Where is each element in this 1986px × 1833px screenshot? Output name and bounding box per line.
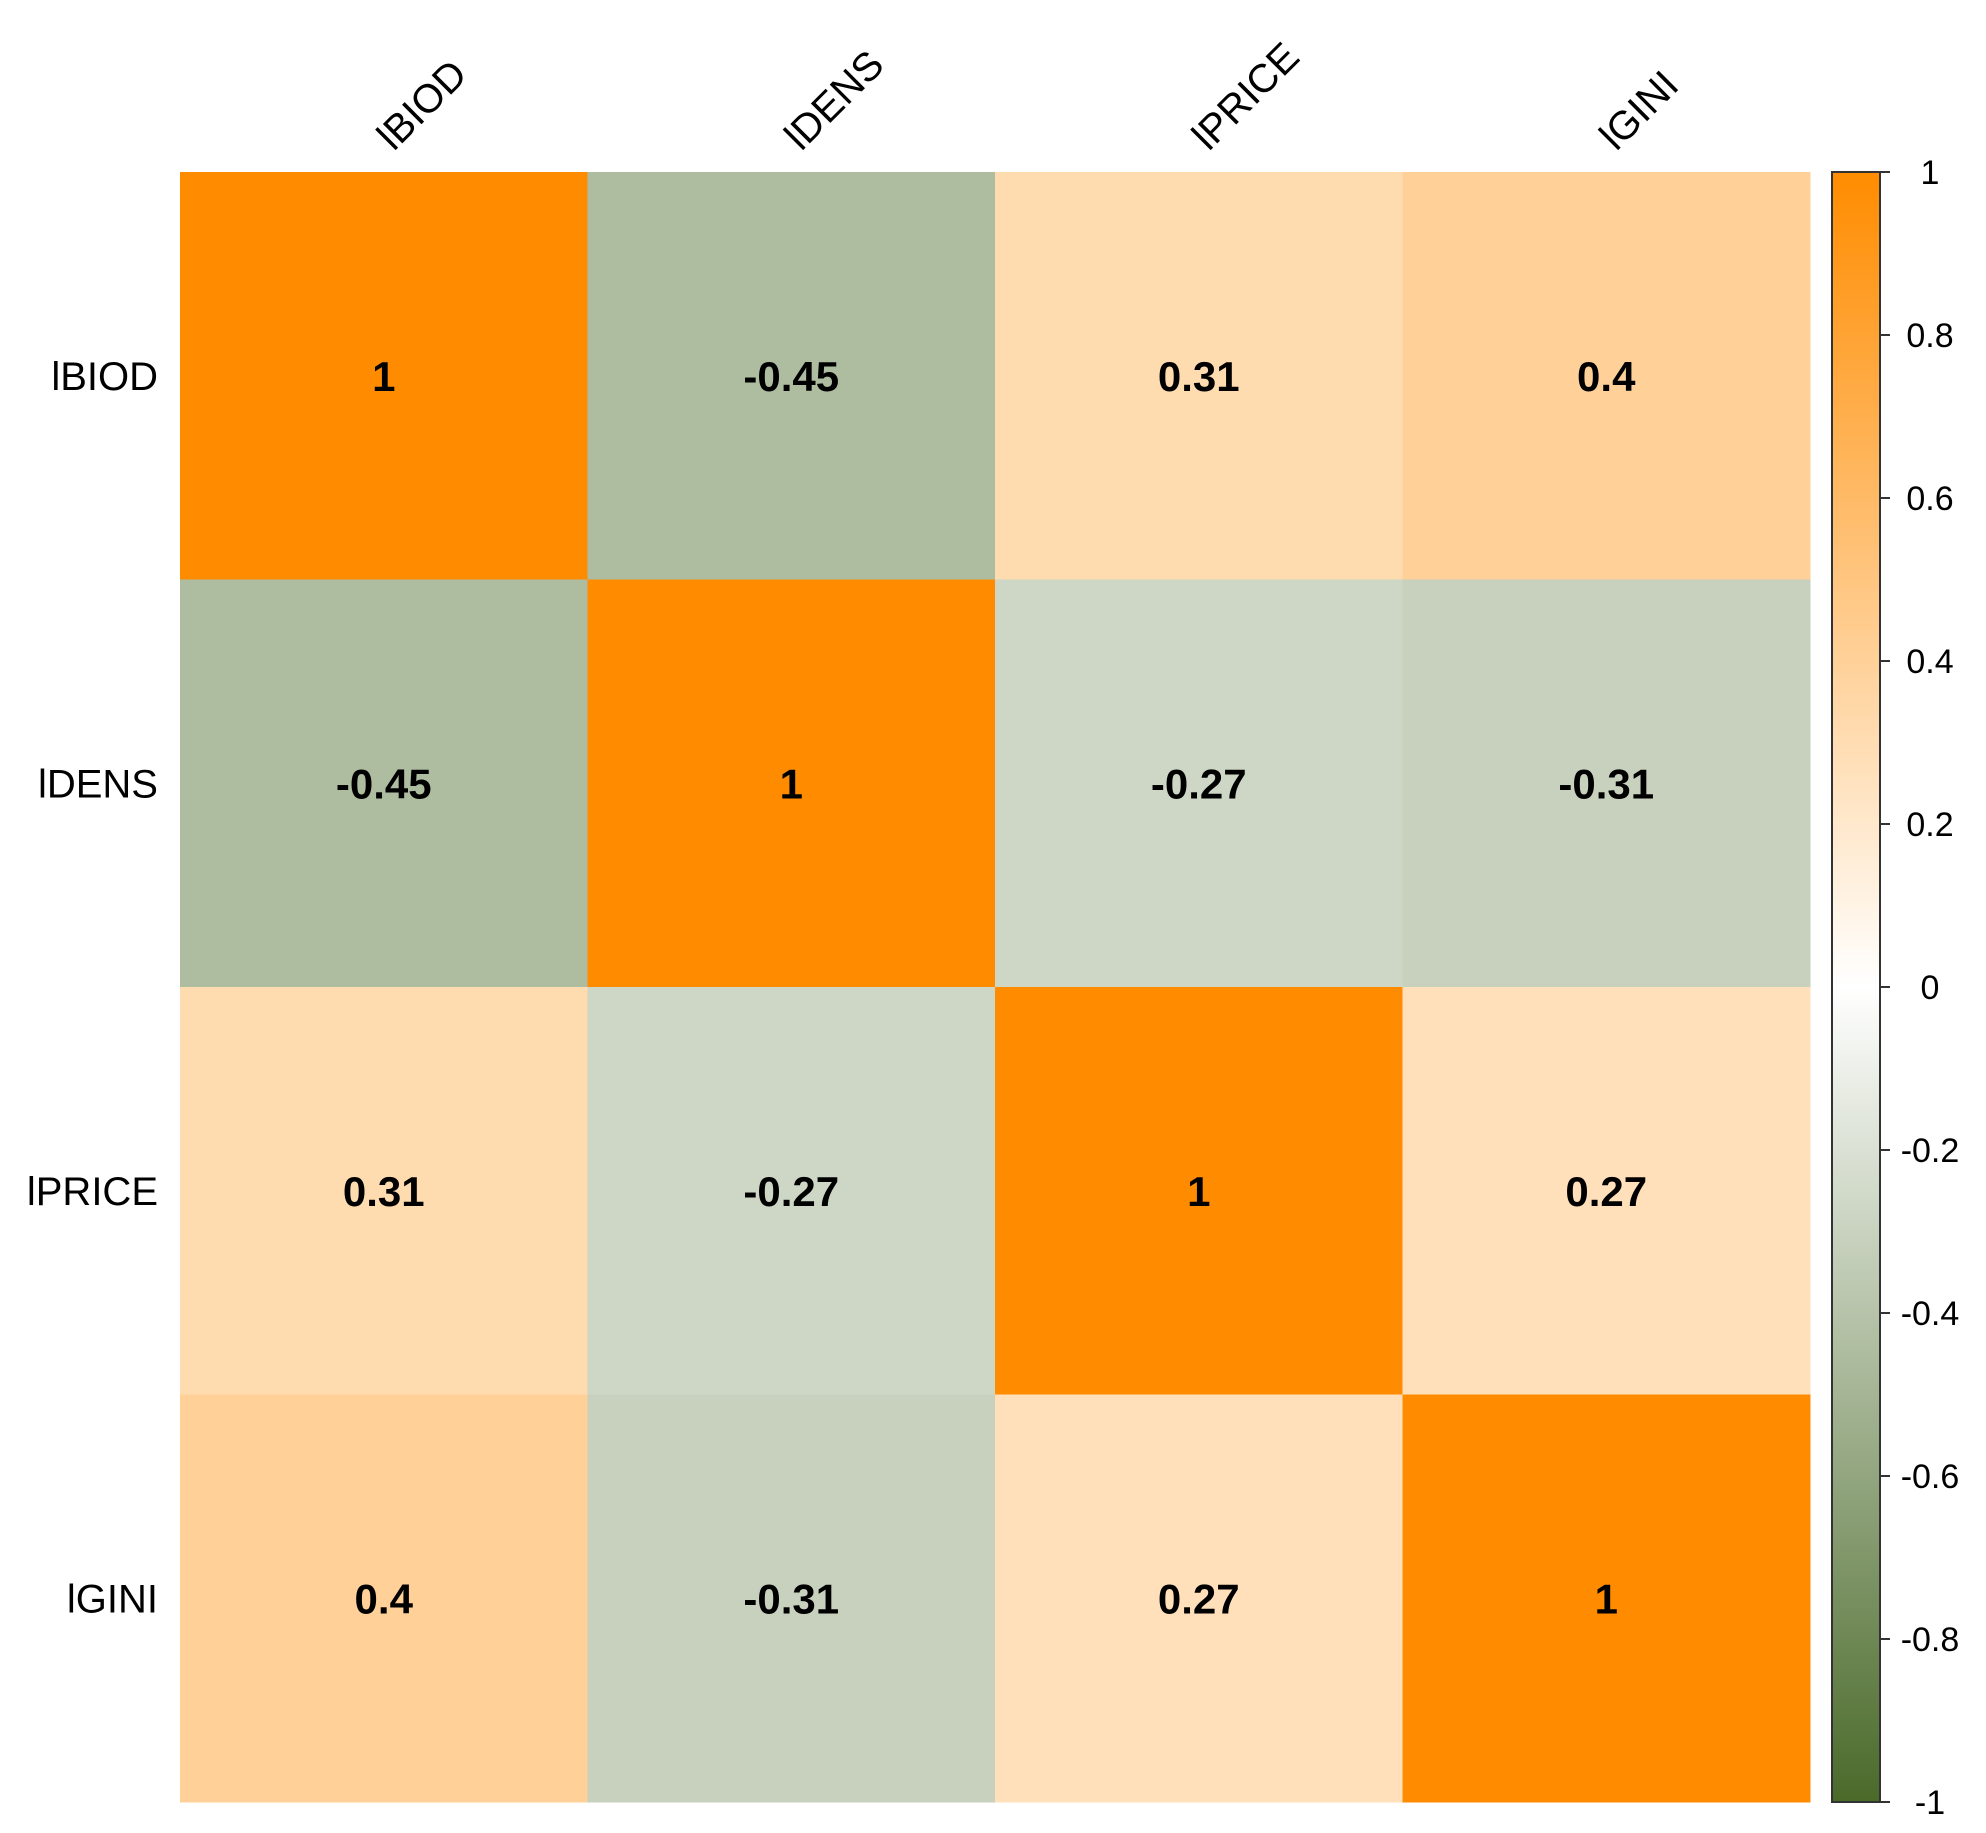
row-labels: lBIOD lDENS lPRICE lGINI [27, 355, 158, 1622]
heatmap-cell-2-3 [1402, 987, 1811, 1395]
cell-value-label-1-0: -0.45 [336, 760, 432, 807]
heatmap-cell-0-0 [180, 172, 588, 580]
row-label-1: lDENS [38, 762, 158, 806]
row-label-2: lPRICE [27, 1170, 158, 1214]
cell-value-label-3-2: 0.27 [1158, 1575, 1240, 1622]
cell-value-label-2-2: 1 [1187, 1168, 1210, 1215]
cell-value-label-2-0: 0.31 [343, 1168, 425, 1215]
heatmap-cells [180, 172, 1811, 1803]
heatmap-cell-0-1 [587, 172, 996, 580]
column-label-3: lGINI [1592, 63, 1688, 159]
cell-value-label-2-3: 0.27 [1565, 1168, 1647, 1215]
cell-value-label-0-1: -0.45 [743, 353, 839, 400]
cell-value-label-1-3: -0.31 [1558, 760, 1654, 807]
colorbar-tick-label-5: 0 [1921, 969, 1940, 1007]
heatmap-cell-0-2 [995, 172, 1403, 580]
heatmap-cell-2-2 [995, 987, 1403, 1395]
heatmap-cell-3-2 [995, 1394, 1403, 1803]
heatmap-cell-3-3 [1402, 1394, 1811, 1803]
colorbar: 1 0.8 0.6 0.4 0.2 0 -0.2 -0.4 -0.6 -0.8 -1 [1831, 154, 1960, 1822]
colorbar-tick-label-2: 0.6 [1906, 480, 1953, 518]
column-labels: lBIOD lDENS lPRICE lGINI [369, 35, 1687, 159]
colorbar-tick-label-10: -1 [1915, 1784, 1945, 1822]
column-label-2: lPRICE [1184, 35, 1308, 159]
cell-value-label-3-0: 0.4 [355, 1575, 414, 1622]
heatmap-cell-1-0 [180, 579, 588, 988]
colorbar-tick-label-1: 0.8 [1906, 317, 1953, 355]
colorbar-tick-label-7: -0.4 [1901, 1295, 1960, 1333]
heatmap-cell-1-3 [1402, 579, 1811, 988]
heatmap-cell-2-1 [587, 987, 996, 1395]
colorbar-tick-label-3: 0.4 [1906, 643, 1953, 681]
column-label-1: lDENS [777, 42, 893, 158]
row-label-0: lBIOD [51, 355, 158, 399]
colorbar-tick-label-4: 0.2 [1906, 806, 1953, 844]
heatmap-cell-3-1 [587, 1394, 996, 1803]
cell-value-label-0-0: 1 [372, 353, 395, 400]
cell-value-label-1-1: 1 [780, 760, 803, 807]
column-label-0: lBIOD [369, 52, 476, 159]
heatmap-cell-labels: 1 -0.45 0.31 0.4 -0.45 1 -0.27 -0.31 0.31 -0.27 1 0… [336, 353, 1654, 1623]
row-label-3: lGINI [67, 1577, 158, 1621]
heatmap-cell-0-3 [1402, 172, 1811, 580]
colorbar-tick-label-6: -0.2 [1901, 1132, 1960, 1170]
cell-value-label-3-1: -0.31 [743, 1575, 839, 1622]
heatmap-cell-1-1 [587, 579, 996, 988]
cell-value-label-0-3: 0.4 [1577, 353, 1636, 400]
colorbar-tick-label-0: 1 [1921, 154, 1940, 192]
cell-value-label-1-2: -0.27 [1151, 760, 1247, 807]
cell-value-label-3-3: 1 [1595, 1575, 1618, 1622]
colorbar-gradient [1831, 171, 1881, 1803]
cell-value-label-0-2: 0.31 [1158, 353, 1240, 400]
heatmap-cell-3-0 [180, 1394, 588, 1803]
heatmap-cell-2-0 [180, 987, 588, 1395]
cell-value-label-2-1: -0.27 [743, 1168, 839, 1215]
heatmap-cell-1-2 [995, 579, 1403, 988]
colorbar-tick-label-9: -0.8 [1901, 1621, 1960, 1659]
colorbar-tick-label-8: -0.6 [1901, 1458, 1960, 1496]
